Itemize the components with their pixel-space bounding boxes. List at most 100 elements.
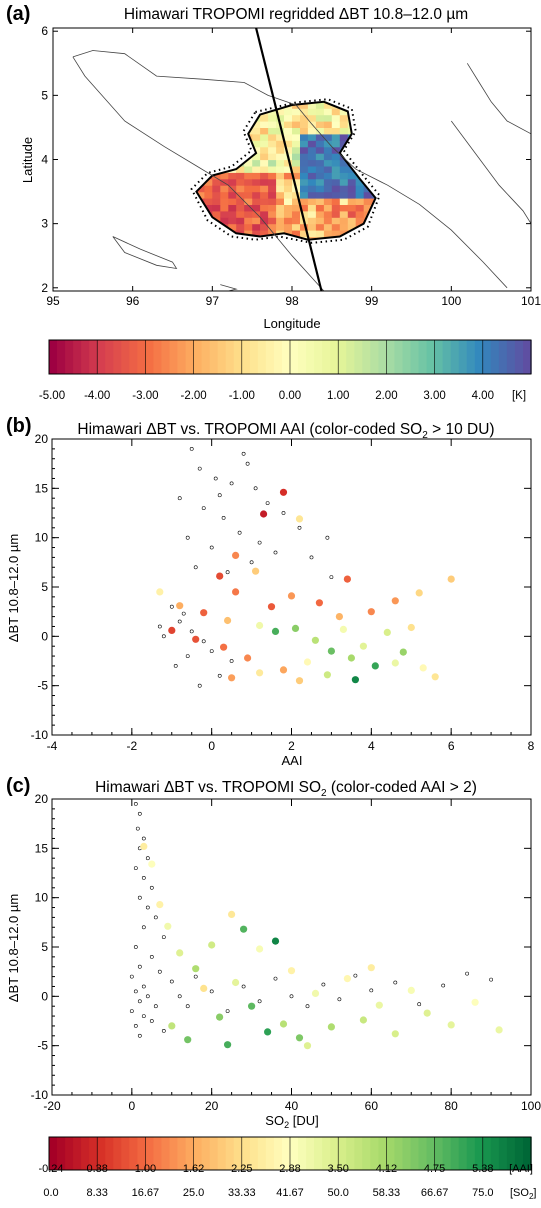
heatmap-cell xyxy=(220,243,229,250)
heatmap-cell xyxy=(260,146,269,154)
heatmap-cell xyxy=(260,198,269,205)
heatmap-cell xyxy=(307,210,317,218)
filled-point xyxy=(343,975,351,983)
colorbar-label-so2: 16.67 xyxy=(132,1187,160,1199)
heatmap-cell xyxy=(355,230,365,238)
heatmap-cell xyxy=(371,108,376,116)
heatmap-cell xyxy=(315,223,325,231)
heatmap-cell xyxy=(363,191,373,199)
filled-point xyxy=(287,967,296,975)
cbar-so2-unit-end: ] xyxy=(533,1187,536,1199)
heatmap-cell xyxy=(371,230,376,238)
heatmap-cell xyxy=(260,127,269,135)
heatmap-cell xyxy=(372,89,381,96)
filled-point xyxy=(359,642,367,650)
heatmap-cell xyxy=(220,210,229,218)
colorbar-label-aai: 4.12 xyxy=(376,1163,397,1175)
heatmap-cell xyxy=(204,185,213,193)
colorbar-cell xyxy=(81,1137,90,1170)
heatmap-cell xyxy=(339,223,349,231)
heatmap-cell xyxy=(355,210,365,218)
heatmap-cell xyxy=(260,133,269,141)
heatmap-cell xyxy=(220,198,229,205)
heatmap-cell xyxy=(236,217,245,225)
heatmap-cell xyxy=(196,230,205,238)
heatmap-cell xyxy=(371,217,376,225)
y-tick-label: 4 xyxy=(41,153,48,167)
open-point xyxy=(465,971,470,976)
heatmap-cell xyxy=(212,146,221,154)
panel-c-plot: -20 0 20 40 60 80 100 -10 -5 0 5 10 15 20 xyxy=(31,792,541,1113)
heatmap-cell xyxy=(300,101,309,109)
heatmap-cell xyxy=(284,210,293,218)
heatmap-cell xyxy=(276,140,285,148)
heatmap-cell xyxy=(252,89,261,96)
colorbar-cell xyxy=(137,1137,147,1170)
heatmap-cell xyxy=(204,127,213,135)
colorbar-cell xyxy=(177,340,187,374)
heatmap-cell xyxy=(300,191,309,199)
heatmap-cell xyxy=(196,172,205,180)
heatmap-cell xyxy=(363,114,373,122)
heatmap-cell xyxy=(196,146,205,154)
open-point xyxy=(229,481,234,486)
colorbar-label-aai: 0.38 xyxy=(86,1163,107,1175)
heatmap-cell xyxy=(276,223,285,231)
colorbar-cell xyxy=(370,340,379,374)
coastline-north xyxy=(72,50,508,289)
colorbar-cell xyxy=(523,1137,532,1170)
heatmap-cell xyxy=(347,223,357,231)
heatmap-cell xyxy=(196,89,205,96)
heatmap-cell xyxy=(244,204,253,212)
heatmap-cell xyxy=(212,140,221,148)
heatmap-cell xyxy=(315,210,325,218)
heatmap-cell xyxy=(236,223,245,231)
open-point xyxy=(129,1009,134,1014)
open-point xyxy=(369,988,374,993)
colorbar-cell xyxy=(514,1137,524,1170)
open-point xyxy=(241,451,246,456)
x-tick-label: 98 xyxy=(285,294,299,308)
colorbar-cell xyxy=(362,1137,371,1170)
heatmap-cell xyxy=(300,223,309,231)
heatmap-cell xyxy=(212,210,221,218)
heatmap-cell xyxy=(315,172,325,180)
filled-point xyxy=(200,609,208,617)
heatmap-cell xyxy=(380,89,389,96)
open-point xyxy=(321,982,326,987)
heatmap-cell xyxy=(276,153,285,161)
x-tick-label: 0 xyxy=(128,1099,135,1113)
colorbar-cell xyxy=(282,1137,291,1170)
heatmap-cell xyxy=(339,121,349,128)
open-point xyxy=(329,575,334,580)
plot-frame xyxy=(51,798,532,1096)
heatmap-cell xyxy=(236,127,245,135)
open-point xyxy=(193,565,198,570)
heatmap-cell xyxy=(276,204,285,212)
heatmap-cell xyxy=(244,230,253,238)
heatmap-cell xyxy=(339,127,349,135)
colorbar-cell xyxy=(298,1137,307,1170)
open-point xyxy=(209,989,214,994)
colorbar-cell xyxy=(306,340,315,374)
colorbar-cell xyxy=(49,1137,58,1170)
heatmap-cell xyxy=(380,211,389,218)
heatmap-cell xyxy=(355,101,365,109)
heatmap-cell xyxy=(284,127,293,135)
heatmap-cell xyxy=(339,101,349,103)
heatmap-cell xyxy=(284,89,293,96)
filled-point xyxy=(208,941,216,949)
filled-point xyxy=(244,654,252,662)
heatmap-cell xyxy=(355,127,365,135)
heatmap-cell xyxy=(220,191,229,199)
heatmap-cell xyxy=(220,146,229,154)
heatmap-cell xyxy=(331,210,341,218)
filled-point xyxy=(295,1034,304,1042)
heatmap-cell xyxy=(212,121,221,128)
open-point xyxy=(257,540,262,545)
heatmap-cell xyxy=(244,210,253,218)
filled-point xyxy=(343,575,351,583)
heatmap-cell xyxy=(355,191,365,199)
heatmap-cell xyxy=(276,210,285,218)
colorbar-label-aai: 2.88 xyxy=(279,1163,300,1175)
